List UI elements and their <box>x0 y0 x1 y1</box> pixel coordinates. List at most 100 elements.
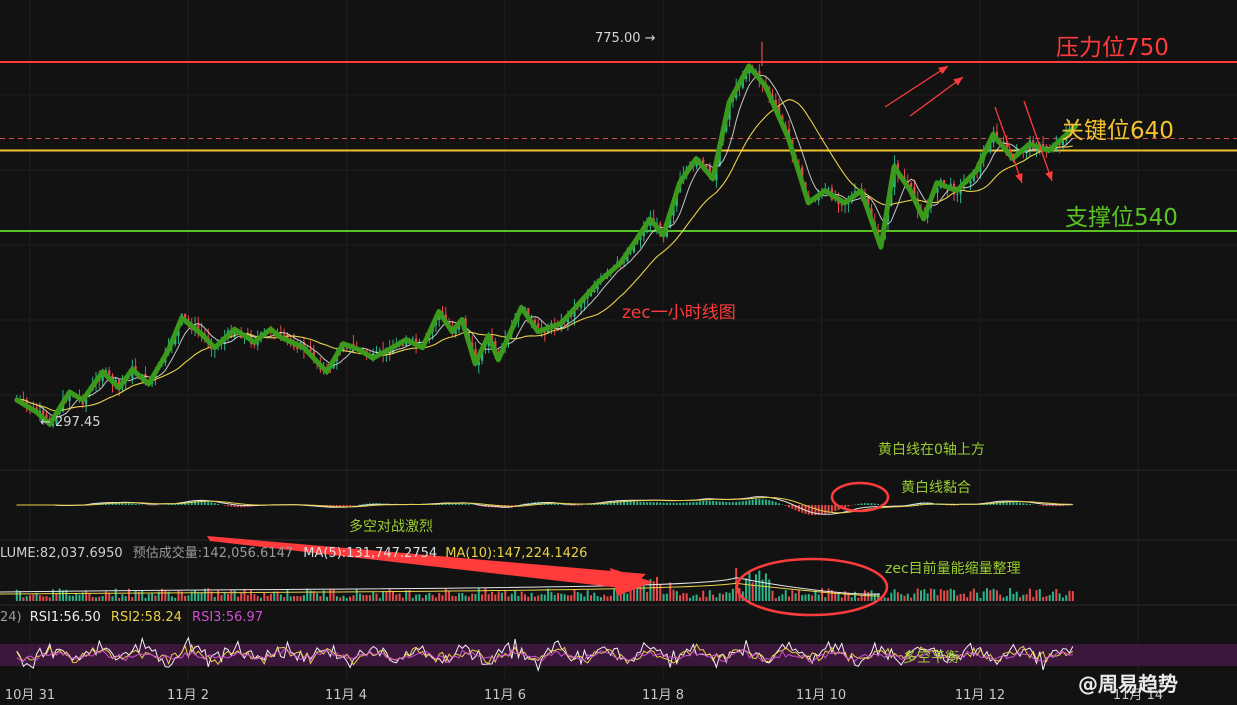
macd-bar <box>778 503 781 505</box>
volume-bar <box>956 595 959 601</box>
volume-bar <box>111 596 114 601</box>
macd-bar <box>619 501 622 505</box>
candle-body <box>296 347 299 350</box>
macd-bar <box>213 503 216 505</box>
macd-bar <box>715 501 718 505</box>
annotation-macd-sticky: 黄白线黏合 <box>901 480 971 496</box>
volume-bar <box>557 593 560 601</box>
macd-bar <box>616 501 619 505</box>
volume-bar <box>936 595 939 601</box>
volume-bar <box>903 595 906 601</box>
macd-bar <box>477 505 480 506</box>
volume-bar <box>702 590 705 601</box>
volume-bar <box>821 588 824 601</box>
macd-bar <box>207 501 210 505</box>
macd-bar <box>223 505 226 506</box>
volume-bar <box>1025 594 1028 601</box>
rsi-prefix: 24) <box>0 610 22 625</box>
x-tick-nov4: 11月 4 <box>325 688 367 703</box>
volume-bar <box>425 594 428 601</box>
macd-bar <box>230 505 233 507</box>
volume-bar <box>256 596 259 601</box>
macd-bar <box>557 503 560 505</box>
candle-body <box>352 343 355 347</box>
volume-bar <box>860 595 863 601</box>
candle-body <box>401 344 405 346</box>
volume-bar <box>174 597 177 601</box>
volume-bar <box>378 597 381 601</box>
volume-bar <box>411 597 414 601</box>
volume-bar <box>154 595 157 601</box>
macd-bar <box>735 501 738 505</box>
macd-bar <box>510 505 513 507</box>
volume-bar <box>401 597 404 601</box>
macd-bar <box>233 505 236 507</box>
volume-bar <box>778 596 781 601</box>
volume-bar <box>566 595 569 601</box>
macd-bar <box>187 501 190 505</box>
candle-body <box>454 329 457 335</box>
volume-bar <box>689 597 692 601</box>
volume-bar <box>596 596 599 601</box>
volume-bar <box>213 596 216 601</box>
volume-bar <box>824 597 827 601</box>
volume-bar <box>35 592 38 601</box>
macd-bar <box>745 500 748 505</box>
macd-bar <box>702 500 705 505</box>
volume-bar <box>547 588 550 601</box>
volume-bar <box>1052 591 1055 601</box>
macd-bar <box>137 504 140 505</box>
macd-bar <box>873 503 876 505</box>
rsi3-line <box>16 648 1073 664</box>
volume-bar <box>368 595 371 601</box>
macd-bar <box>200 500 203 505</box>
macd-bar <box>458 503 461 505</box>
macd-bar <box>830 505 833 512</box>
candle-body <box>1025 149 1028 152</box>
volume-bar <box>722 594 725 601</box>
volume-bar <box>659 584 662 601</box>
candle-body <box>1002 141 1005 143</box>
volume-bar <box>405 590 408 601</box>
macd-bar <box>741 501 744 505</box>
volume-bar <box>580 593 583 601</box>
volume-bar <box>797 590 800 601</box>
volume-bar <box>25 596 28 601</box>
volume-bar <box>883 597 886 601</box>
macd-bar <box>665 502 668 505</box>
volume-bar <box>817 594 820 601</box>
volume-ma10-line <box>0 582 881 597</box>
grid <box>0 0 1237 680</box>
macd-bar <box>999 501 1002 505</box>
est-volume-value: 预估成交量:142,056.6147 <box>132 546 294 561</box>
volume-bar <box>19 590 22 601</box>
candle-body <box>457 325 461 330</box>
macd-bar <box>629 501 632 505</box>
volume-bar <box>210 591 213 601</box>
candle-body <box>969 181 972 184</box>
candle-body <box>378 350 381 352</box>
volume-bar <box>187 595 190 601</box>
macd-bar <box>590 504 593 505</box>
volume-bar <box>180 591 183 601</box>
candle-body <box>547 329 550 334</box>
volume-bar <box>359 593 362 601</box>
x-tick-oct31: 10月 31 <box>4 688 56 703</box>
volume-bar <box>283 597 286 601</box>
candle-body <box>669 215 672 228</box>
macd-bar <box>553 502 556 505</box>
arrow-down-1 <box>994 106 1023 184</box>
macd-bar <box>1022 503 1025 505</box>
macd-bar <box>722 501 725 505</box>
volume-bar <box>533 596 536 601</box>
volume-bar <box>458 593 461 601</box>
candle-body <box>197 324 200 332</box>
volume-bar <box>428 592 431 601</box>
volume-bar <box>263 592 266 601</box>
macd-bar <box>461 503 464 505</box>
volume-bar <box>200 592 203 601</box>
macd-bar <box>177 503 180 505</box>
macd-bar <box>217 503 220 505</box>
volume-bar <box>128 588 131 601</box>
